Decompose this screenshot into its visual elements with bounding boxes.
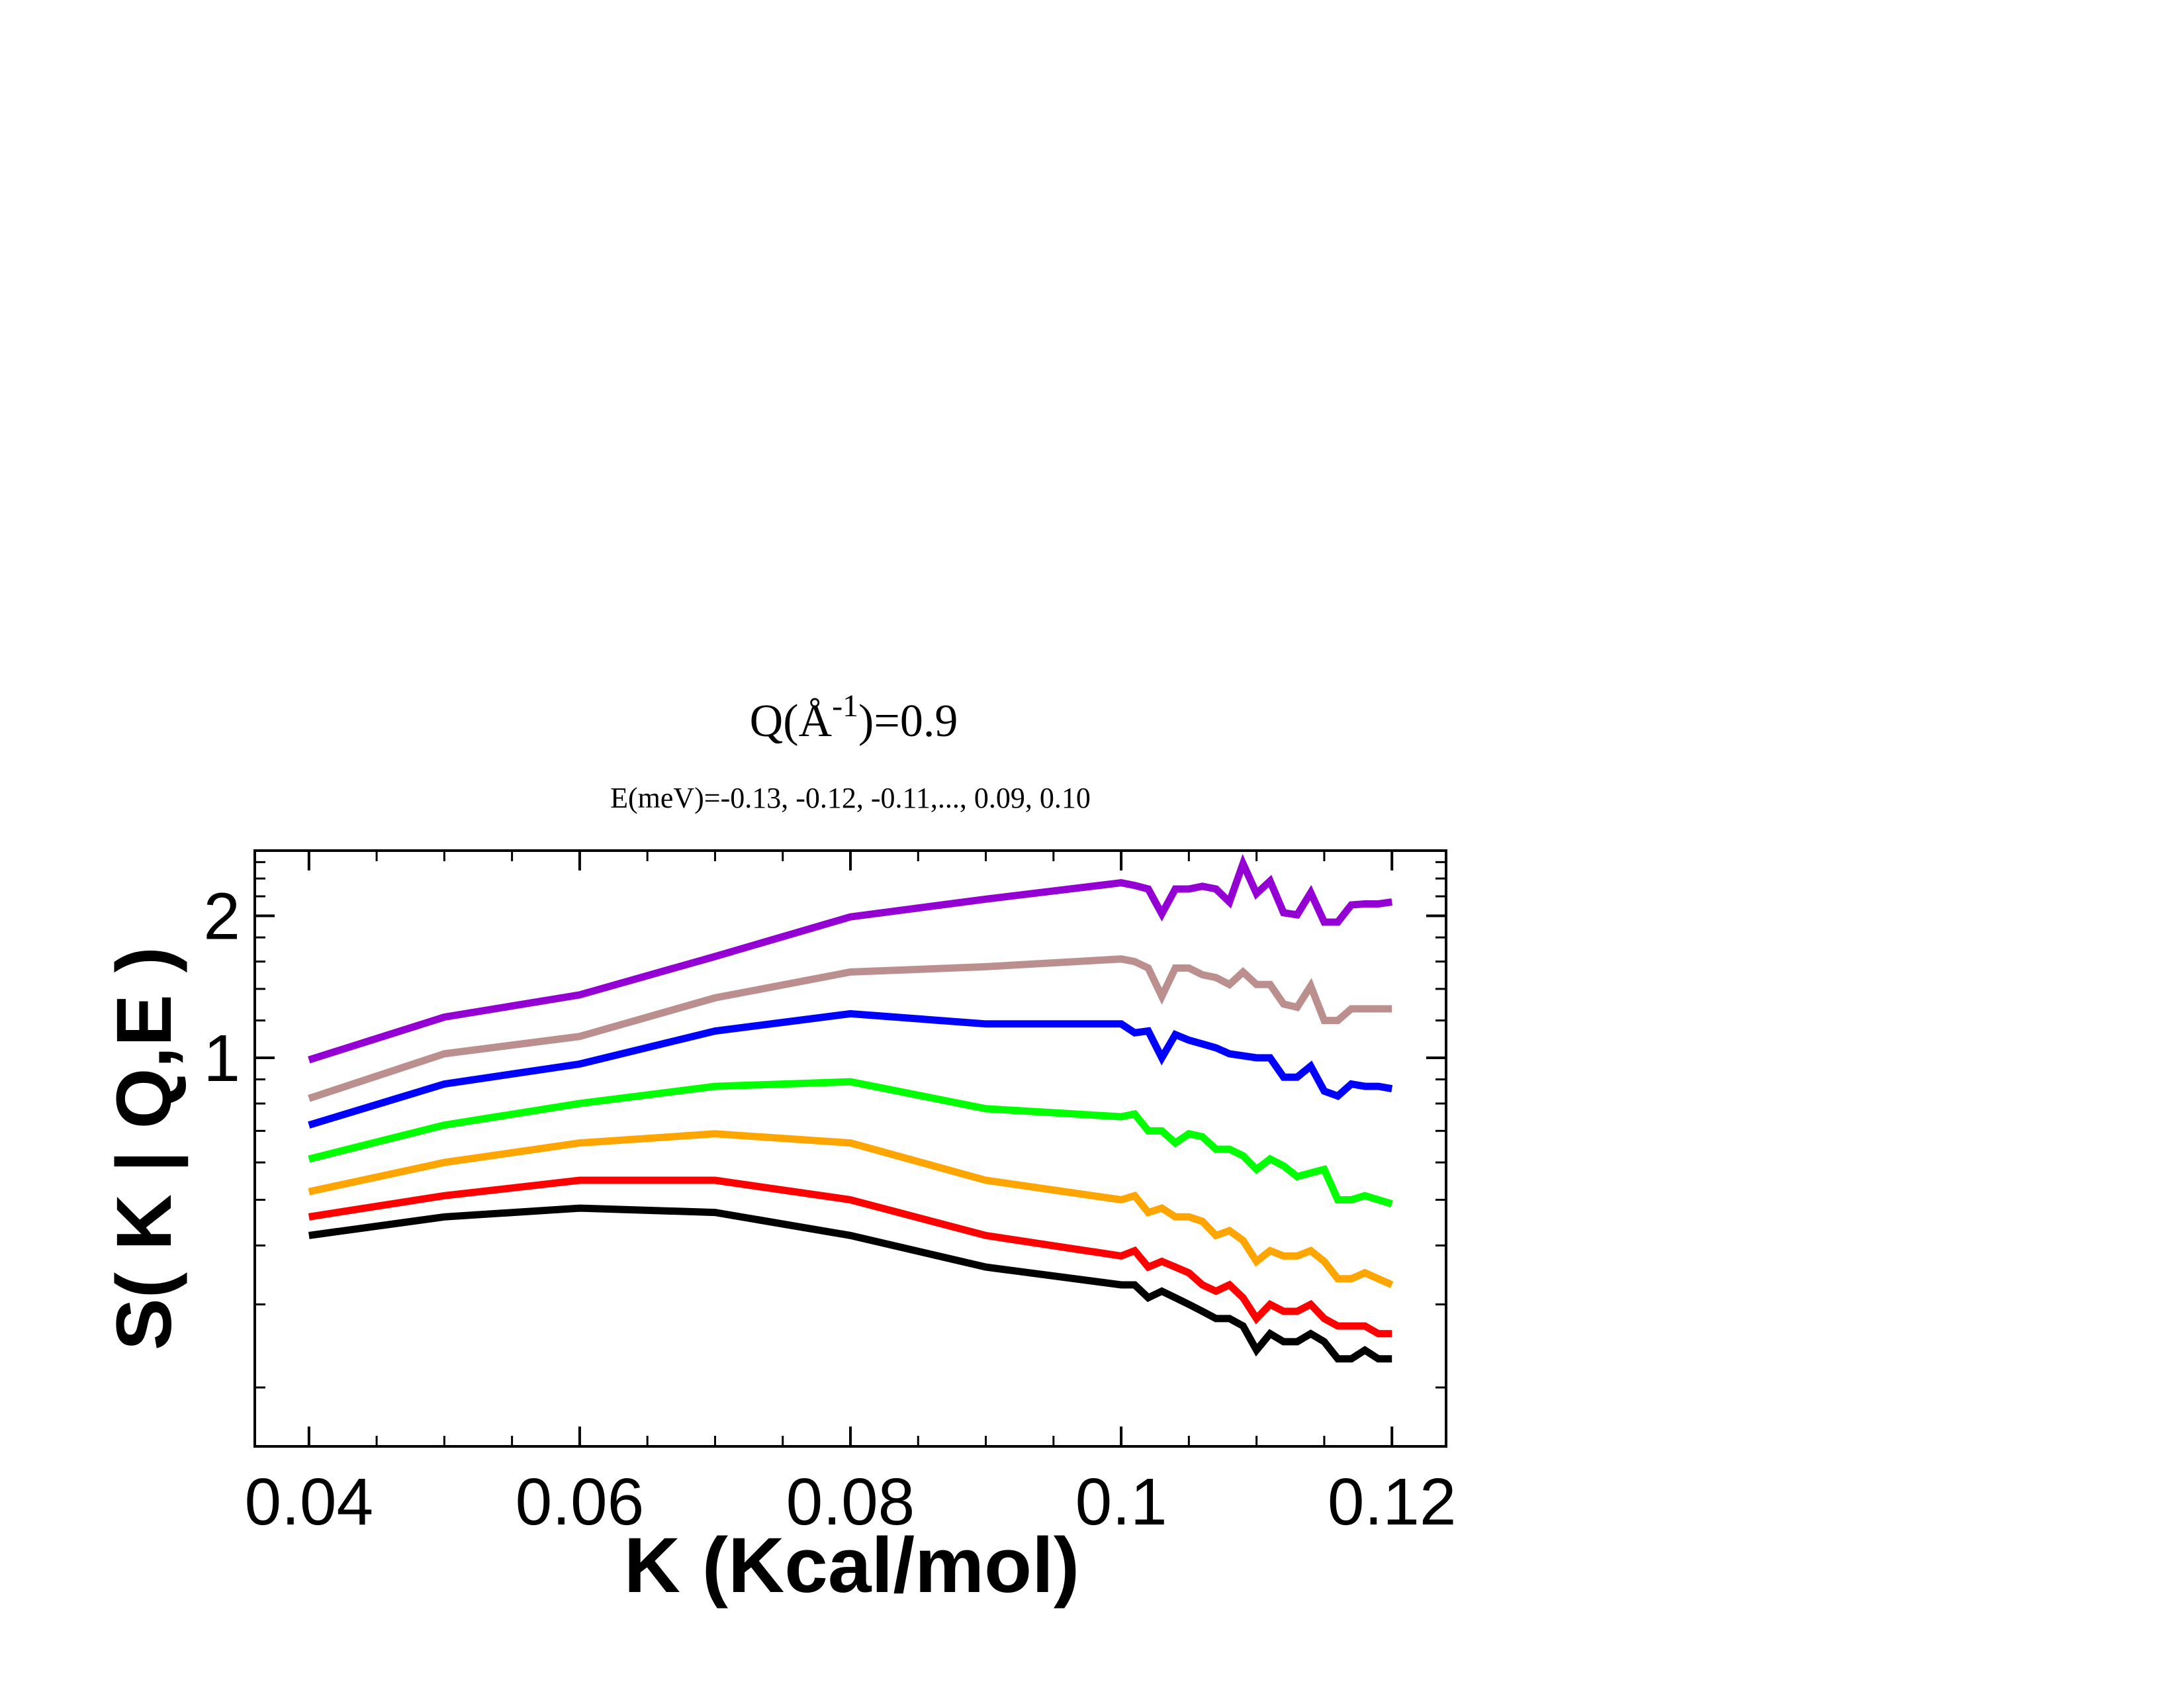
y-axis: 12 (203, 861, 1446, 1389)
series-line-1 (308, 853, 1392, 1064)
plot-area (308, 853, 1394, 1363)
series-line-3 (308, 1009, 1393, 1129)
chart-subtitle: E(meV)=-0.13, -0.12, -0.11,..., 0.09, 0.… (610, 782, 1091, 814)
series-line-7 (308, 1204, 1392, 1363)
chart-title-superscript: -1 (832, 688, 858, 724)
series-line-6 (308, 1176, 1392, 1338)
series-line-5 (308, 1130, 1394, 1289)
y-tick-label: 2 (203, 880, 240, 954)
x-axis: 0.04 0.06 0.08 0.1 0.12 (244, 851, 1457, 1539)
chart-title: Q(Å-1)=0.9 (750, 688, 958, 747)
x-tick-label: 0.06 (516, 1465, 645, 1539)
x-tick-label: 0.04 (244, 1465, 373, 1539)
x-axis-label: K (Kcal/mol) (624, 1522, 1079, 1609)
series-line-4 (308, 1078, 1393, 1207)
x-tick-label: 0.1 (1075, 1465, 1167, 1539)
plot-frame (253, 849, 1447, 1448)
y-tick-label: 1 (203, 1021, 240, 1096)
x-tick-label: 0.08 (786, 1465, 915, 1539)
series-line-2 (308, 955, 1392, 1102)
y-axis-label: S( K | Q,E ) (101, 947, 189, 1350)
x-tick-label: 0.12 (1328, 1465, 1457, 1539)
